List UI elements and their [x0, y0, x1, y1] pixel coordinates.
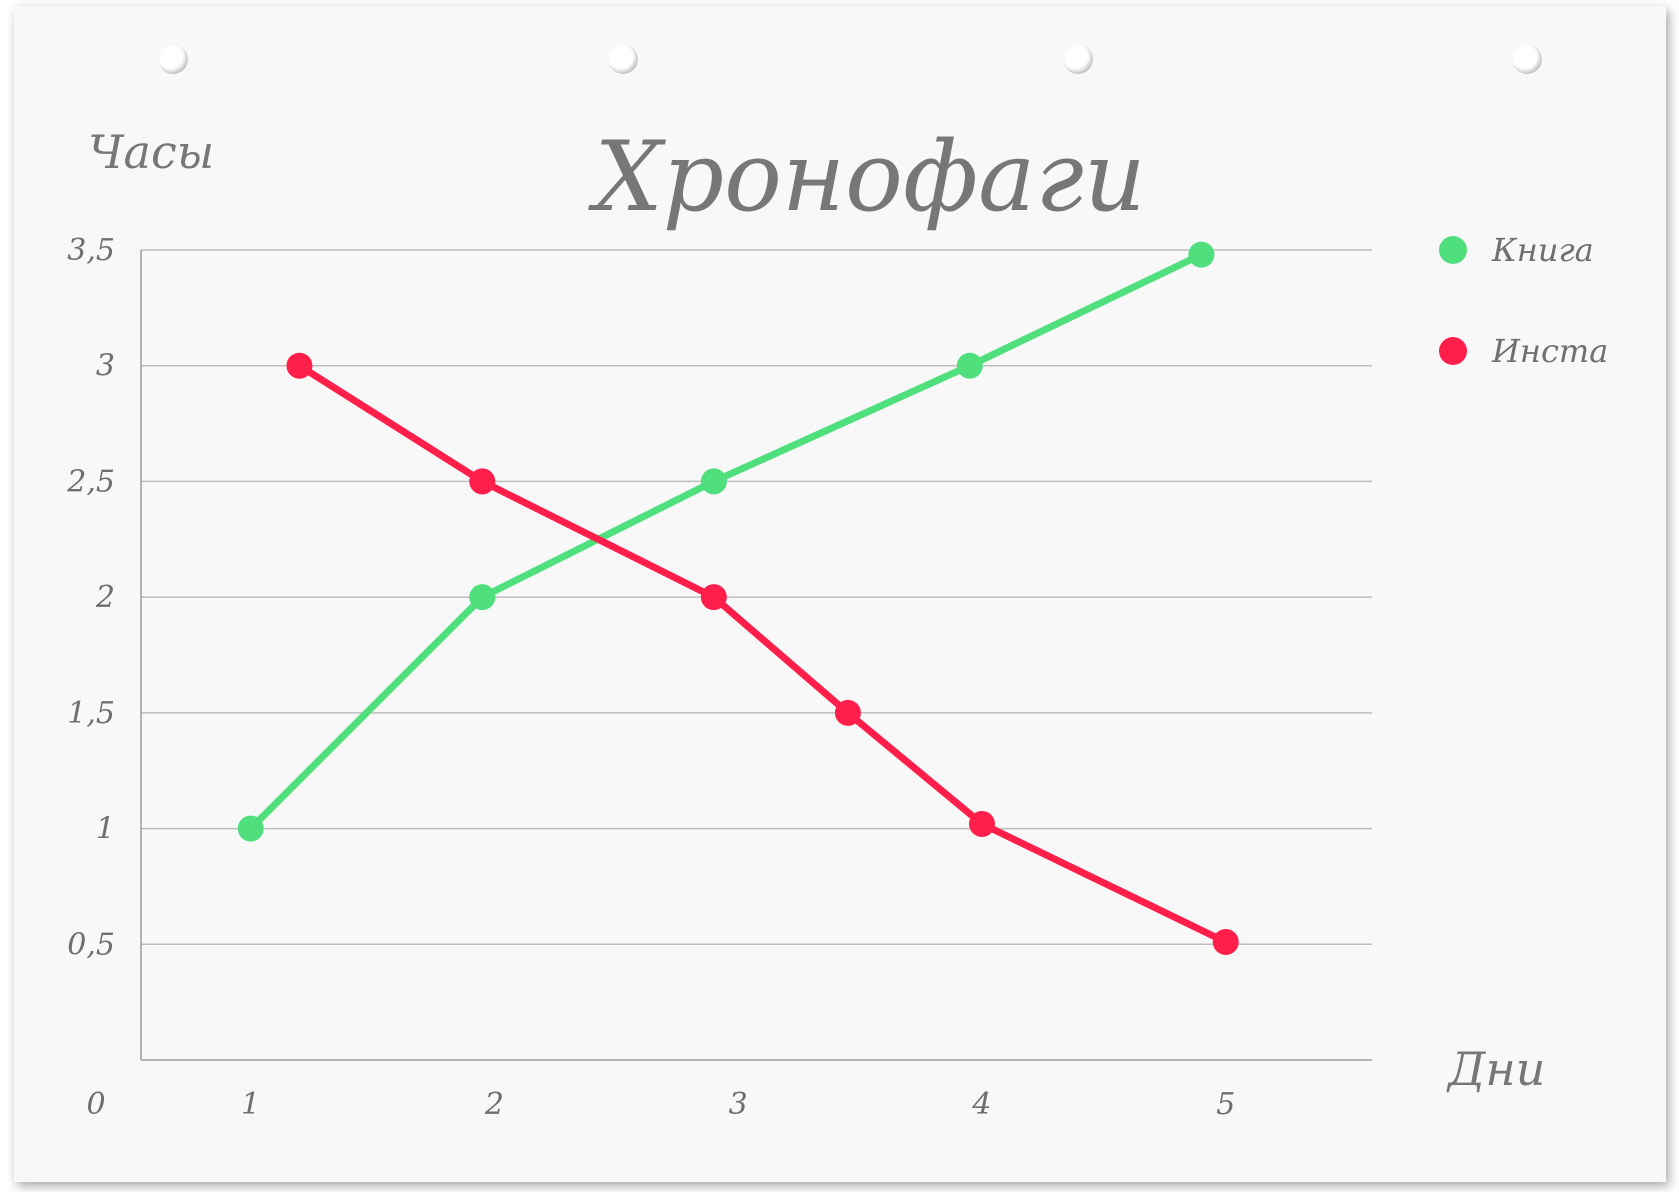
origin-label: 0: [86, 1087, 105, 1122]
data-point-red: [286, 352, 313, 379]
data-point-green: [1188, 241, 1215, 268]
data-point-green: [469, 584, 496, 611]
y-tick-label: 3: [96, 349, 115, 384]
punch-hole: [1063, 44, 1093, 74]
x-tick-label: 5: [1216, 1087, 1235, 1122]
x-tick-label: 3: [729, 1087, 748, 1122]
legend-marker-red: [1439, 337, 1467, 365]
y-tick-label: 2: [95, 580, 115, 615]
data-point-green: [237, 815, 264, 842]
paper-sheet: [14, 6, 1666, 1182]
y-tick-label: 2,5: [66, 464, 115, 499]
x-tick-label: 2: [484, 1087, 504, 1122]
series-line-red: [295, 362, 1230, 946]
data-point-red: [834, 699, 861, 726]
data-point-green: [956, 352, 983, 379]
data-point-red: [700, 584, 727, 611]
x-tick-label: 1: [241, 1087, 260, 1122]
data-point-red: [968, 810, 995, 837]
punch-hole: [608, 44, 638, 74]
y-tick-layer: 0,5 1 1,5 2 2,5 3 3,5: [66, 233, 115, 962]
x-tick-layer: 1 2 3 4 5: [241, 1087, 1235, 1122]
series-layer: [237, 241, 1239, 955]
legend-label: Книга: [1491, 231, 1594, 269]
series-line-green: [247, 251, 1205, 833]
legend-marker-green: [1439, 236, 1467, 264]
y-tick-label: 0,5: [67, 927, 115, 962]
legend-label: Инста: [1491, 332, 1608, 370]
data-point-green: [700, 468, 727, 495]
legend: Книга Инста: [1439, 231, 1608, 370]
y-axis-label: Часы: [88, 125, 214, 179]
y-tick-label: 1: [96, 812, 115, 847]
chart-title: Хронофаги: [587, 121, 1145, 233]
data-point-red: [1212, 928, 1239, 955]
x-axis-label: Дни: [1446, 1042, 1545, 1096]
data-point-red: [469, 468, 496, 495]
y-tick-label: 1,5: [67, 696, 115, 731]
punch-hole: [1512, 44, 1542, 74]
punch-hole: [158, 44, 188, 74]
y-tick-label: 3,5: [67, 233, 115, 268]
x-tick-label: 4: [971, 1087, 991, 1122]
grid-layer: [140, 249, 1372, 1061]
